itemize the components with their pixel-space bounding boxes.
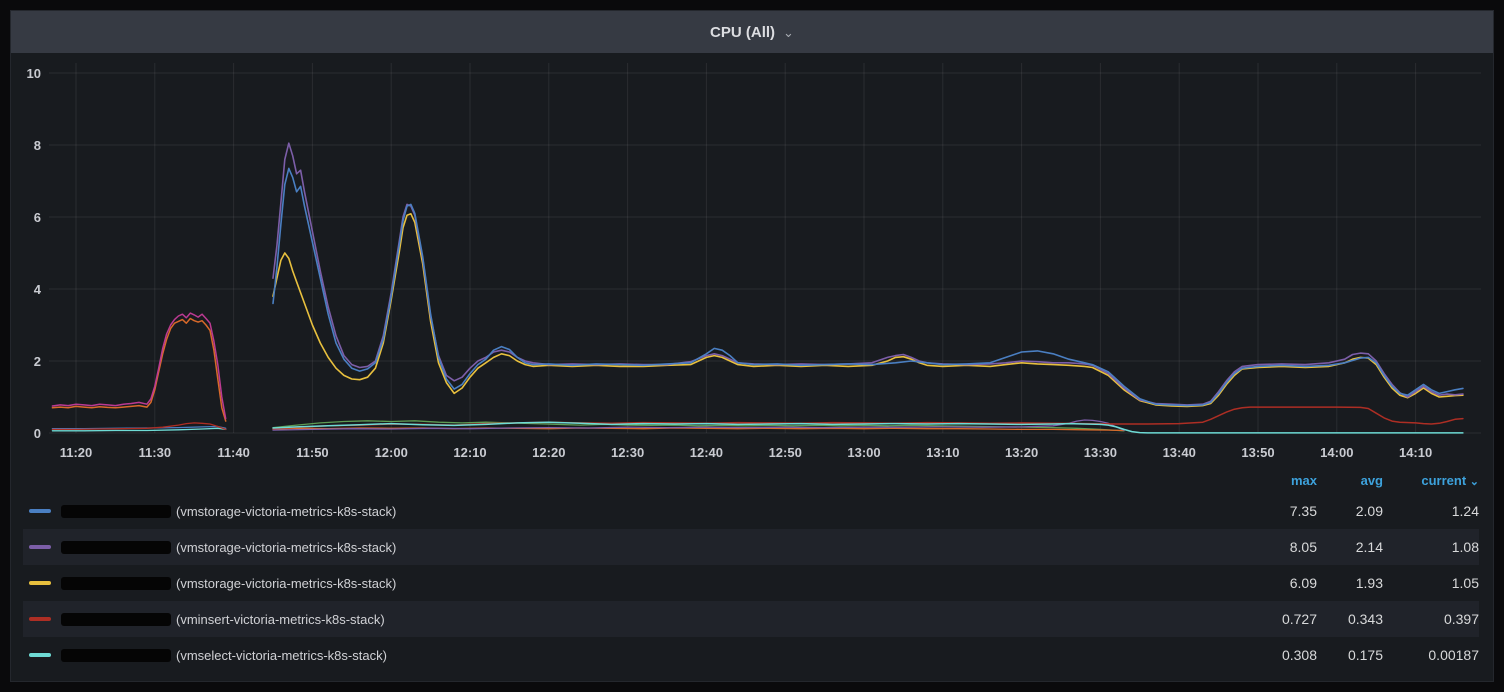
x-axis: 11:20 11:30 11:40 11:50 12:00 12:10 12:20 12:30… [60, 63, 1432, 460]
series-line--redacted-vmstorage-victoria-metrics-k8s-stack-3 [272, 213, 1464, 408]
sort-chevron-icon: ⌄ [1469, 475, 1479, 488]
value-current: 0.397 [1443, 611, 1479, 627]
value-current: 1.08 [1451, 539, 1479, 555]
value-avg: 0.175 [1347, 647, 1383, 663]
value-max: 8.05 [1289, 539, 1317, 555]
series-suffix-label: (vmstorage-victoria-metrics-k8s-stack) [176, 575, 397, 591]
svg-text:11:30: 11:30 [139, 445, 172, 460]
svg-text:13:00: 13:00 [847, 445, 880, 460]
panel-title: CPU (All) [710, 23, 776, 41]
series-line-pre-restart-magenta [51, 312, 227, 420]
svg-text:13:20: 13:20 [1005, 445, 1038, 460]
svg-text:4: 4 [34, 282, 42, 297]
series-line-pre-restart-orange [51, 317, 227, 422]
series-line-unlabeled-purple-low [272, 419, 1125, 431]
value-max: 0.308 [1281, 647, 1317, 663]
svg-text:11:50: 11:50 [296, 445, 329, 460]
value-avg: 2.14 [1355, 539, 1383, 555]
svg-text:13:50: 13:50 [1241, 445, 1274, 460]
series-suffix-label: (vmstorage-victoria-metrics-k8s-stack) [176, 503, 397, 519]
series-line-unlabeled-green-low [272, 420, 1125, 432]
svg-text:12:20: 12:20 [532, 445, 565, 460]
series-line--redacted-vmselect-victoria-metrics-k8s-stack- [272, 421, 1464, 434]
legend-col-max[interactable]: max [1290, 472, 1317, 488]
series-suffix-label: (vmstorage-victoria-metrics-k8s-stack) [176, 539, 397, 555]
chevron-down-icon: ⌄ [783, 25, 794, 40]
legend-row-vmstorage-1[interactable]: (vmstorage-victoria-metrics-k8s-stack) 7… [23, 493, 1479, 529]
svg-text:0: 0 [34, 426, 41, 441]
series-swatch [29, 617, 51, 621]
value-avg: 1.93 [1355, 575, 1383, 591]
svg-text:2: 2 [34, 354, 41, 369]
redacted-series-name [61, 576, 171, 590]
svg-text:14:00: 14:00 [1320, 445, 1353, 460]
svg-text:11:20: 11:20 [60, 445, 93, 460]
value-avg: 0.343 [1347, 611, 1383, 627]
series-line-pre-restart-red-low [51, 422, 227, 431]
redacted-series-name [61, 648, 171, 662]
svg-text:13:10: 13:10 [926, 445, 959, 460]
value-current: 1.24 [1451, 503, 1479, 519]
svg-text:13:40: 13:40 [1163, 445, 1196, 460]
grafana-panel: CPU (All) ⌄ 0 2 4 6 8 10 11:20 11:30 11:40 11:50 1… [10, 10, 1494, 682]
redacted-series-name [61, 612, 171, 626]
legend-row-vmselect[interactable]: (vmselect-victoria-metrics-k8s-stack) 0.… [23, 637, 1479, 673]
svg-text:12:50: 12:50 [769, 445, 802, 460]
value-max: 7.35 [1289, 503, 1317, 519]
legend-table: max avg current ⌄ (vmstorage-victoria-me… [11, 467, 1493, 681]
svg-text:8: 8 [34, 138, 41, 153]
svg-text:11:40: 11:40 [217, 445, 250, 460]
series-swatch [29, 653, 51, 657]
panel-header[interactable]: CPU (All) ⌄ [11, 11, 1493, 53]
value-current: 0.00187 [1428, 647, 1479, 663]
series-swatch [29, 509, 51, 513]
svg-text:13:30: 13:30 [1084, 445, 1117, 460]
redacted-series-name [61, 540, 171, 554]
y-axis: 0 2 4 6 8 10 [27, 66, 1481, 441]
legend-row-vminsert[interactable]: (vminsert-victoria-metrics-k8s-stack) 0.… [23, 601, 1479, 637]
legend-col-avg[interactable]: avg [1360, 472, 1383, 488]
svg-text:12:00: 12:00 [375, 445, 408, 460]
series-suffix-label: (vminsert-victoria-metrics-k8s-stack) [176, 611, 385, 627]
legend-col-current-sorted[interactable]: current ⌄ [1421, 472, 1479, 488]
chart-area: 0 2 4 6 8 10 11:20 11:30 11:40 11:50 12:00 12:10 12:… [11, 53, 1493, 467]
series-swatch [29, 581, 51, 585]
svg-text:12:40: 12:40 [690, 445, 723, 460]
series-suffix-label: (vmselect-victoria-metrics-k8s-stack) [176, 647, 387, 663]
legend-row-vmstorage-2[interactable]: (vmstorage-victoria-metrics-k8s-stack) 8… [23, 529, 1479, 565]
cpu-time-series-chart[interactable]: 0 2 4 6 8 10 11:20 11:30 11:40 11:50 12:00 12:10 12:… [11, 53, 1493, 467]
series-line-pre-restart-teal-low [51, 427, 227, 432]
svg-text:14:10: 14:10 [1399, 445, 1432, 460]
svg-text:12:10: 12:10 [453, 445, 486, 460]
svg-text:6: 6 [34, 210, 41, 225]
series-line--redacted-vmstorage-victoria-metrics-k8s-stack-1 [272, 167, 1464, 407]
legend-header-row: max avg current ⌄ [23, 467, 1479, 493]
legend-row-vmstorage-3[interactable]: (vmstorage-victoria-metrics-k8s-stack) 6… [23, 565, 1479, 601]
svg-text:10: 10 [27, 66, 41, 81]
series-swatch [29, 545, 51, 549]
svg-text:12:30: 12:30 [611, 445, 644, 460]
value-max: 0.727 [1281, 611, 1317, 627]
value-max: 6.09 [1289, 575, 1317, 591]
value-current: 1.05 [1451, 575, 1479, 591]
value-avg: 2.09 [1355, 503, 1383, 519]
redacted-series-name [61, 504, 171, 518]
